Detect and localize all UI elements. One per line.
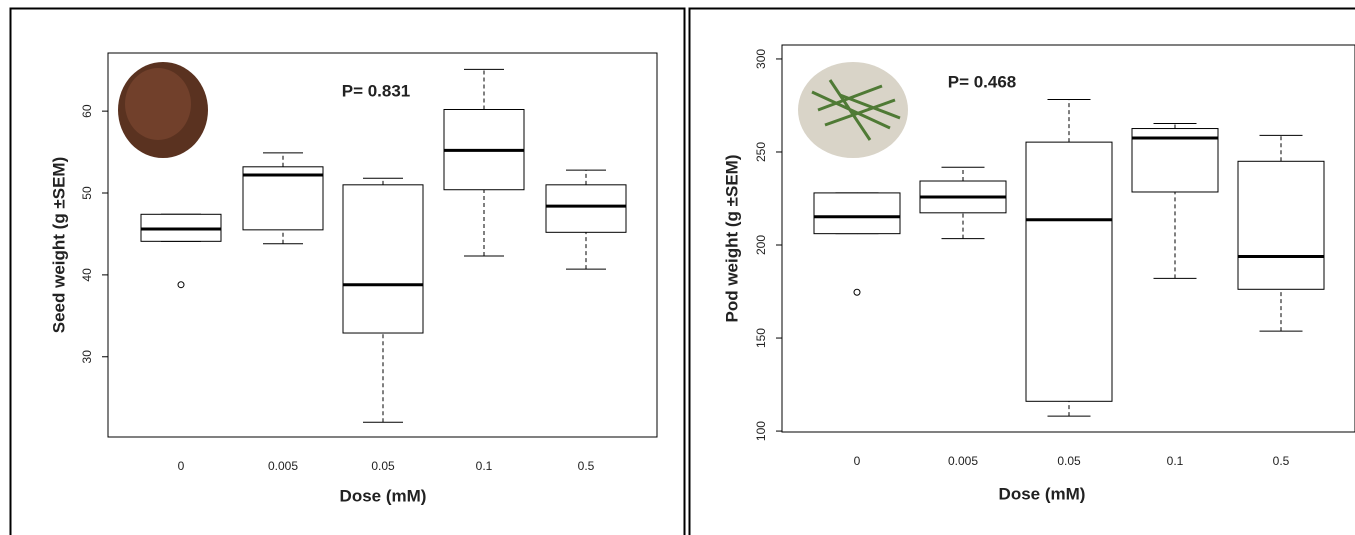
x-tick-label: 0.5 (1273, 454, 1290, 468)
x-tick-label: 0.005 (268, 459, 298, 473)
x-tick-label: 0 (178, 459, 185, 473)
box (343, 185, 423, 333)
x-tick-label: 0.05 (1057, 454, 1081, 468)
y-tick-label: 30 (80, 350, 94, 364)
x-tick-label: 0.005 (948, 454, 978, 468)
y-tick-label: 300 (754, 49, 768, 69)
y-tick-label: 250 (754, 142, 768, 162)
y-tick-label: 150 (754, 328, 768, 348)
y-tick-label: 200 (754, 235, 768, 255)
y-tick-label: 60 (80, 104, 94, 118)
x-tick-label: 0.5 (578, 459, 595, 473)
x-tick-label: 0 (854, 454, 861, 468)
figure: 30 40 50 60 0 0.005 0.05 0.1 0.5 P= 0.831 Dose (mM… (0, 0, 1355, 535)
y-axis-label: Pod weight (g ±SEM) (722, 155, 741, 323)
pod-image (798, 62, 908, 158)
outlier (854, 289, 860, 295)
x-tick-label: 0.05 (371, 459, 395, 473)
box (1238, 161, 1324, 289)
box (814, 193, 900, 234)
y-tick-label: 50 (80, 186, 94, 200)
y-tick-label: 100 (754, 421, 768, 441)
box (546, 185, 626, 232)
box (1026, 142, 1112, 401)
x-tick-label: 0.1 (476, 459, 493, 473)
x-axis-label: Dose (mM) (340, 486, 427, 505)
outlier (178, 282, 184, 288)
x-tick-label: 0.1 (1167, 454, 1184, 468)
y-tick-label: 40 (80, 268, 94, 282)
seed-image (118, 62, 208, 158)
annotation: P= 0.468 (948, 72, 1017, 91)
annotation: P= 0.831 (342, 81, 411, 100)
x-axis-label: Dose (mM) (999, 484, 1086, 503)
y-axis-label: Seed weight (g ±SEM) (49, 157, 68, 334)
